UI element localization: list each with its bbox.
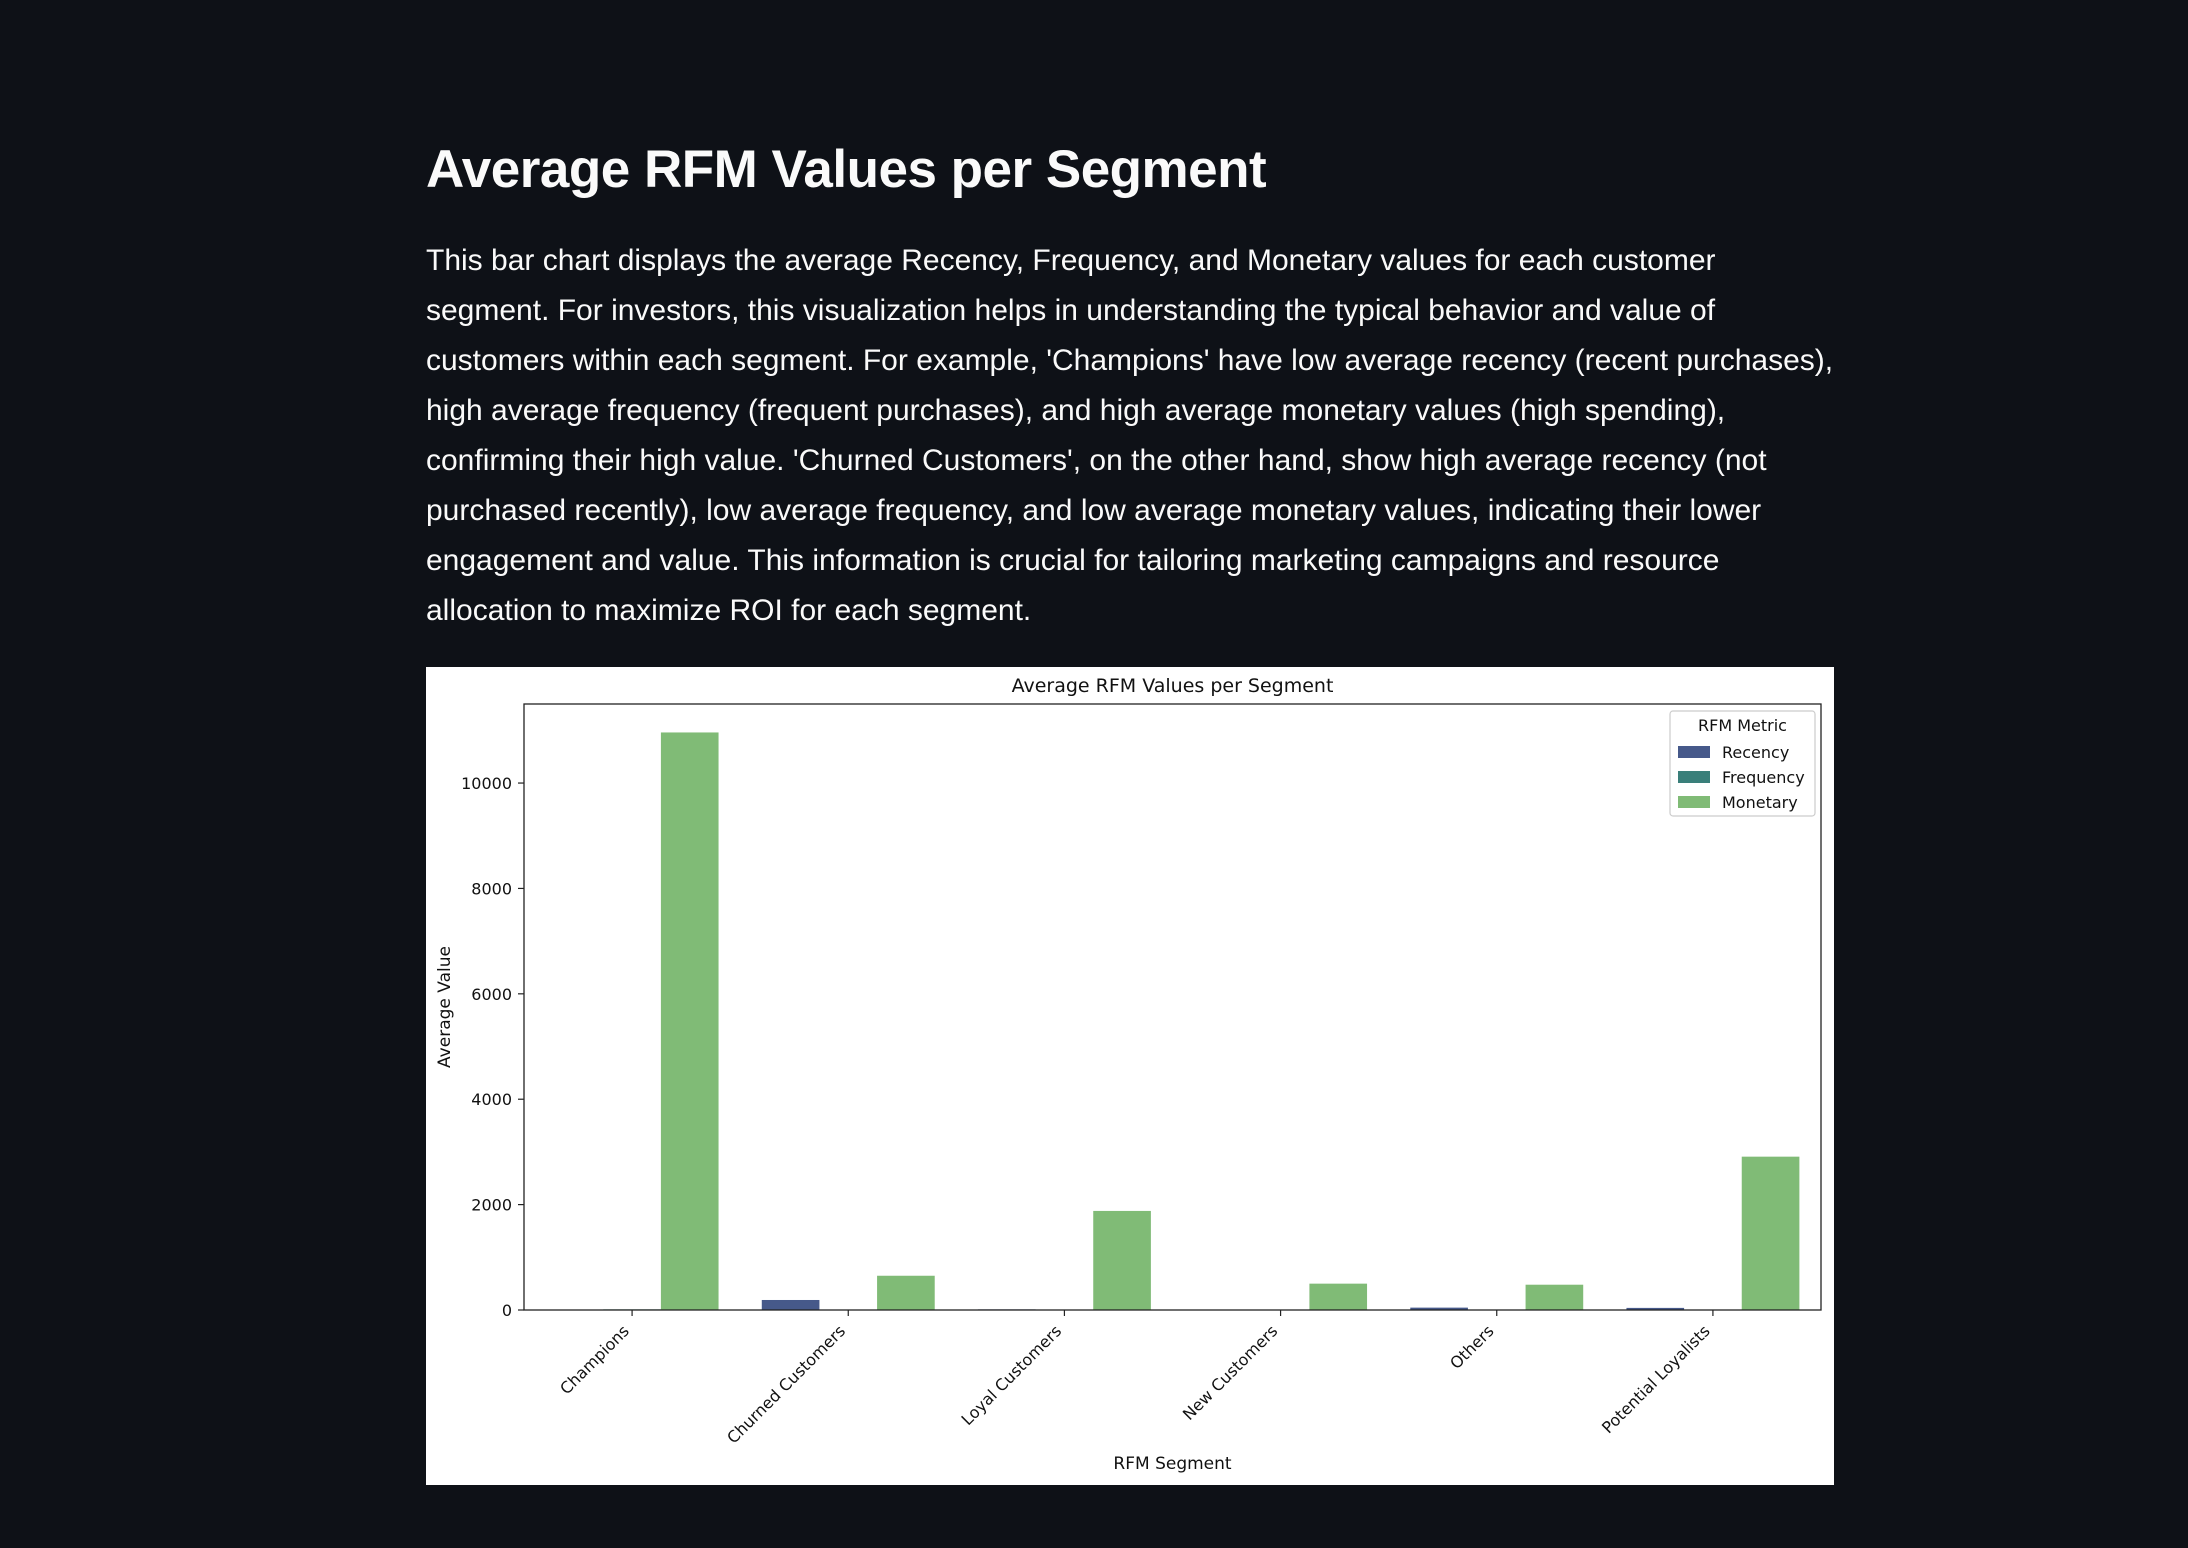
x-tick-label: New Customers [1179, 1321, 1282, 1424]
legend-label-recency: Recency [1722, 743, 1789, 762]
bar-chart: Average RFM Values per Segment 0 2000 4000 6… [435, 675, 1822, 1474]
bar-monetary-others [1525, 1284, 1584, 1310]
chart-container: Average RFM Values per Segment 0 2000 4000 6… [426, 667, 1834, 1485]
x-axis-label: RFM Segment [1113, 1454, 1231, 1474]
y-tick-label: 8000 [471, 879, 512, 898]
bar-monetary-churned-customers [877, 1275, 935, 1310]
y-axis-label: Average Value [435, 946, 455, 1068]
bar-recency-potential-loyalists [1626, 1307, 1685, 1310]
y-tick-label: 6000 [471, 985, 512, 1004]
bar-monetary-loyal-customers [1093, 1210, 1151, 1310]
x-tick-label: Loyal Customers [958, 1321, 1066, 1429]
x-tick-label: Churned Customers [723, 1321, 849, 1447]
chart-title: Average RFM Values per Segment [1012, 675, 1334, 697]
page-title: Average RFM Values per Segment [426, 140, 1267, 199]
legend-title: RFM Metric [1698, 716, 1787, 735]
x-tick-label: Champions [556, 1321, 633, 1398]
y-tick-label: 4000 [471, 1090, 512, 1109]
plot-frame [523, 703, 1822, 1311]
chart-description: This bar chart displays the average Rece… [426, 244, 1834, 627]
bar-monetary-champions [660, 732, 719, 1310]
x-tick-label: Others [1446, 1321, 1497, 1372]
legend-label-frequency: Frequency [1722, 768, 1805, 787]
legend-box [1669, 710, 1816, 817]
y-tick-label: 2000 [471, 1196, 512, 1215]
bar-recency-others [1410, 1307, 1468, 1310]
y-tick-label: 0 [502, 1301, 512, 1320]
legend-swatch-frequency [1678, 771, 1710, 783]
bar-recency-churned-customers [761, 1299, 820, 1310]
bar-monetary-potential-loyalists [1741, 1156, 1800, 1310]
y-tick-label: 10000 [461, 774, 512, 793]
legend-swatch-monetary [1678, 796, 1710, 808]
legend-swatch-recency [1678, 746, 1710, 758]
bar-monetary-new-customers [1309, 1283, 1368, 1310]
legend-label-monetary: Monetary [1722, 793, 1798, 812]
x-tick-label: Potential Loyalists [1598, 1321, 1714, 1437]
